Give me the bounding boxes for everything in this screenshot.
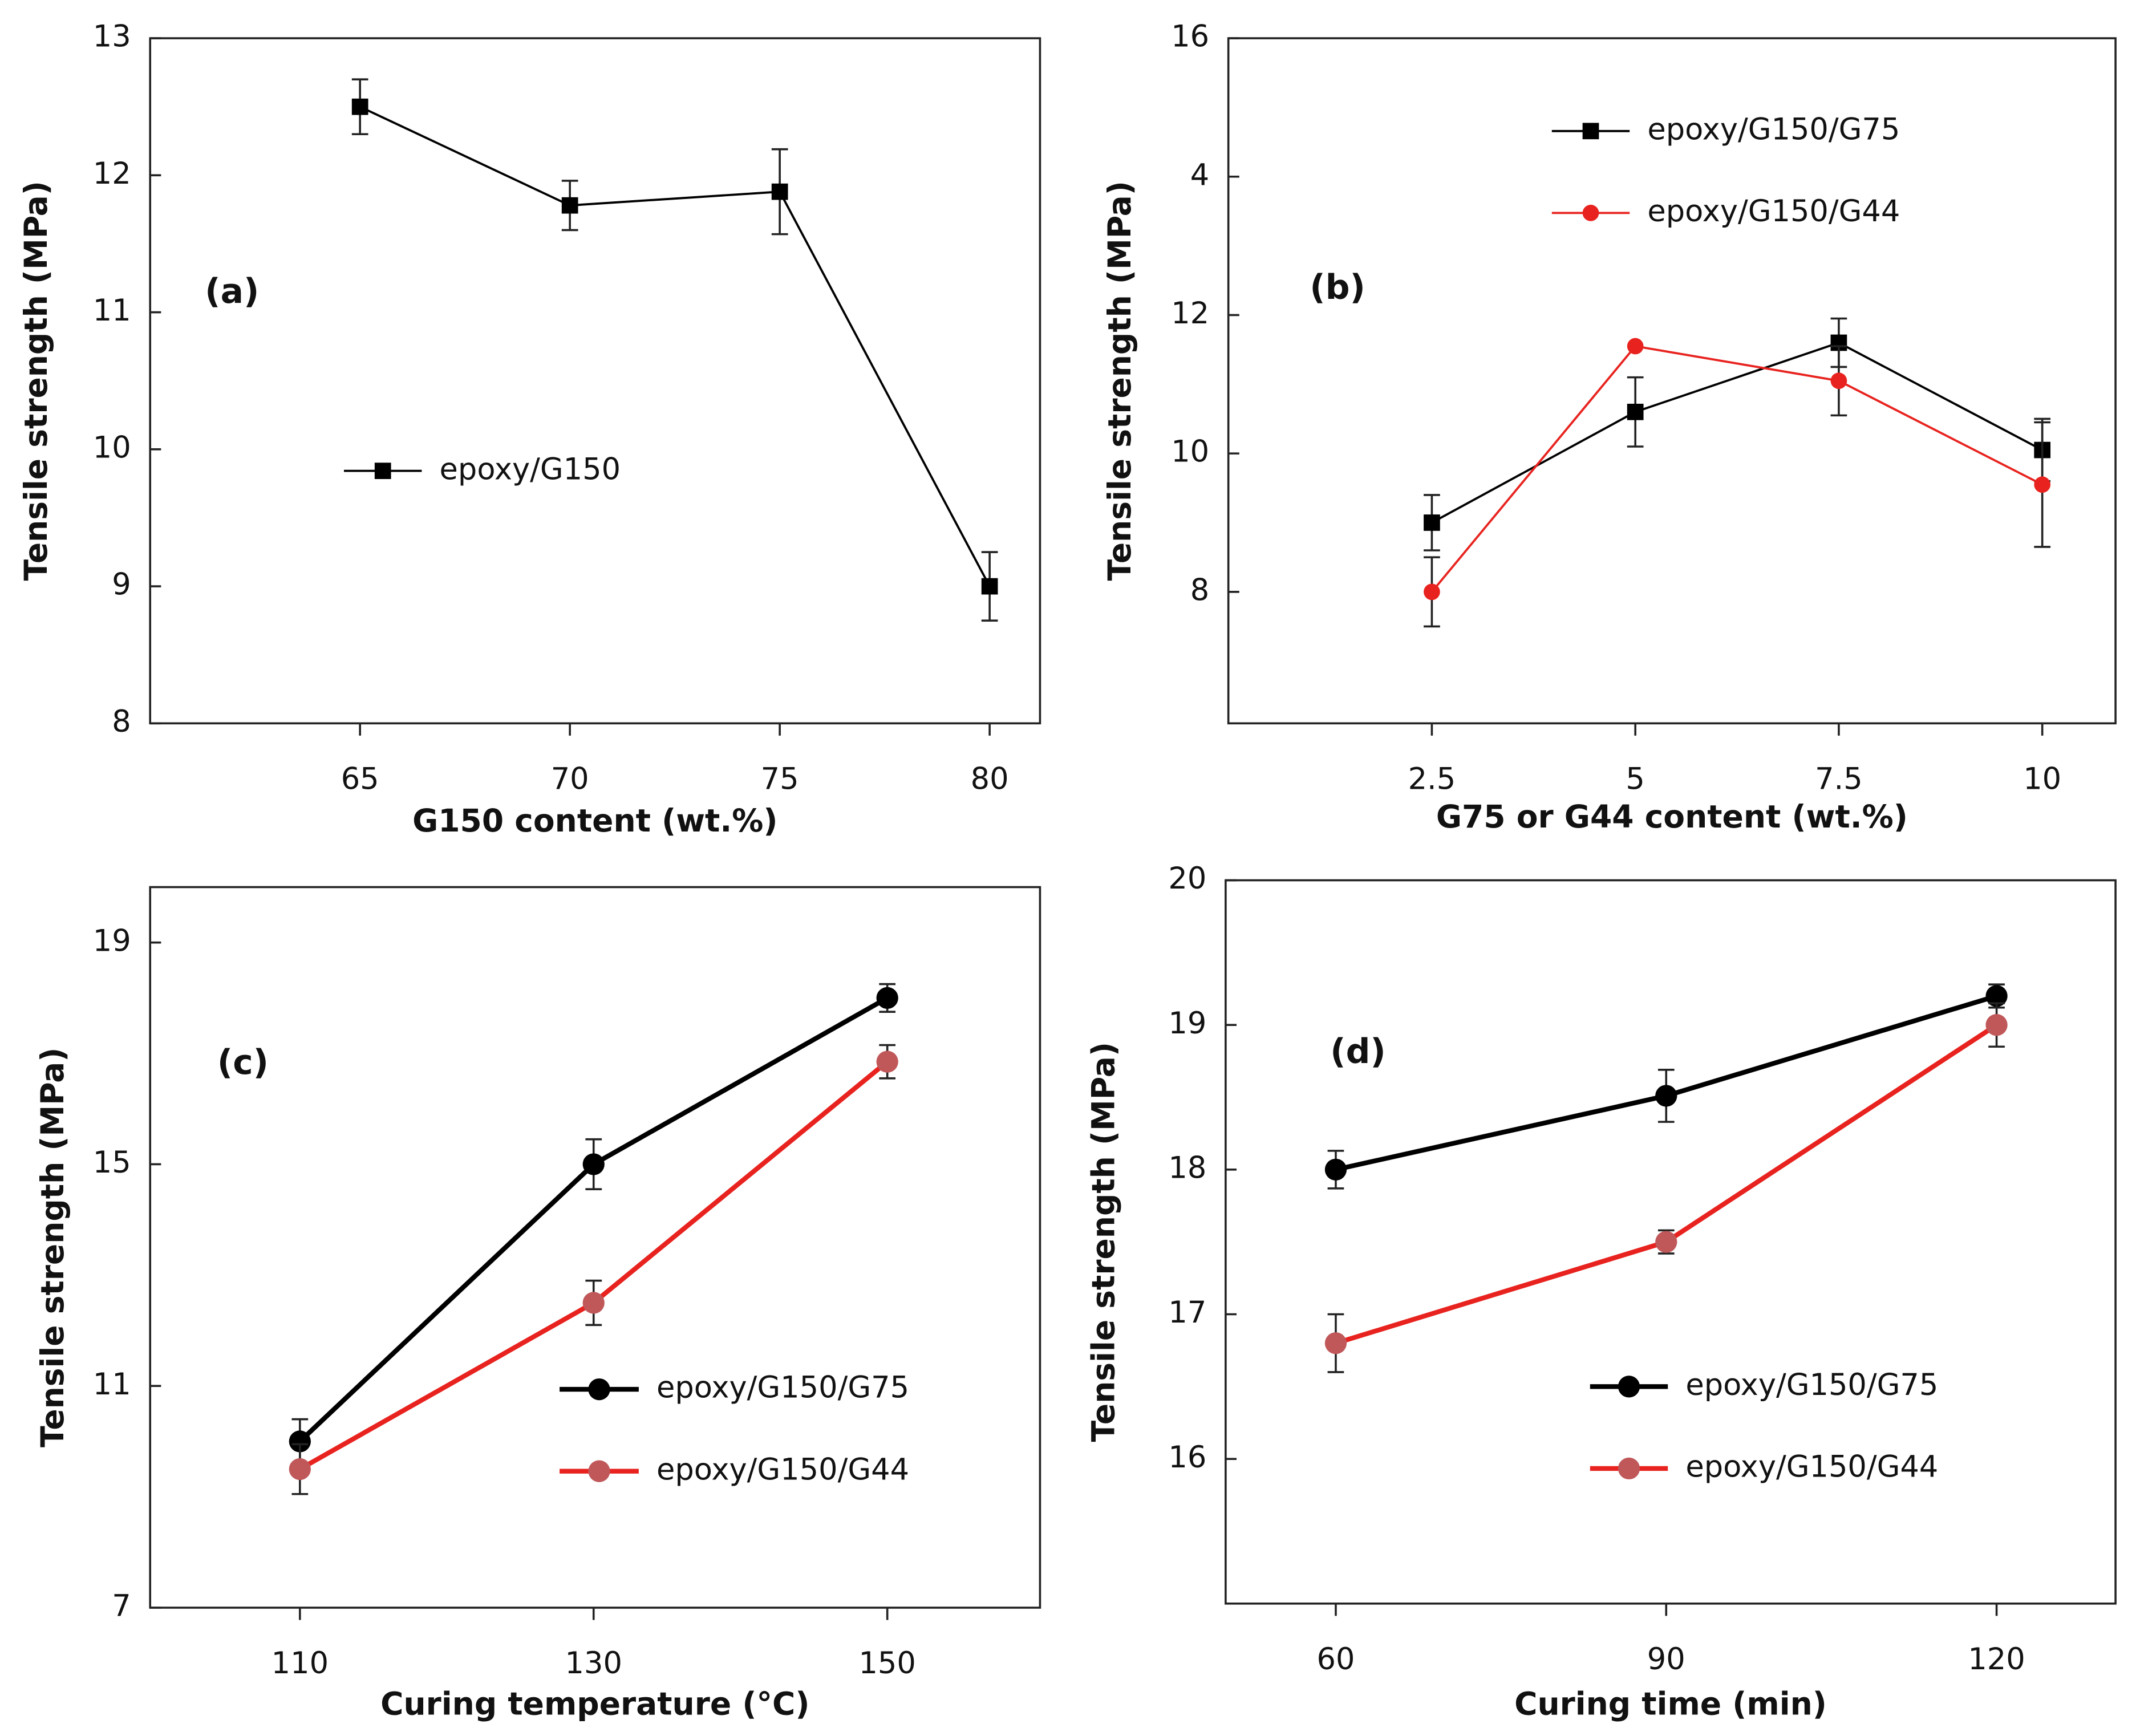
y-tick-label: 16 xyxy=(1171,19,1209,54)
x-tick-label: 7.5 xyxy=(1815,761,1863,796)
plot-frame xyxy=(1225,879,2117,1605)
marker xyxy=(289,1430,311,1453)
legend-label: epoxy/G150/G75 xyxy=(1647,112,1900,147)
y-tick-label: 11 xyxy=(93,1367,131,1402)
x-tick-label: 80 xyxy=(971,761,1009,796)
plot-frame xyxy=(149,37,1041,725)
y-tick-label: 7 xyxy=(112,1589,131,1624)
legend-label: epoxy/G150/G44 xyxy=(1685,1450,1938,1484)
marker xyxy=(981,578,998,595)
x-tick-label: 130 xyxy=(565,1646,622,1681)
y-axis-title: Tensile strength (MPa) xyxy=(18,181,54,581)
x-tick-label: 90 xyxy=(1647,1642,1685,1677)
series-line xyxy=(359,106,991,587)
x-tick-label: 120 xyxy=(1968,1642,2025,1677)
y-tick-label: 15 xyxy=(93,1145,131,1180)
series-line xyxy=(1430,344,2043,593)
marker xyxy=(561,197,578,214)
marker xyxy=(1627,403,1644,420)
x-axis-title: Curing time (min) xyxy=(1514,1685,1827,1722)
x-tick-label: 150 xyxy=(858,1646,915,1681)
legend-marker xyxy=(588,1460,610,1482)
x-axis-title: Curing temperature (°C) xyxy=(380,1685,809,1722)
panel-label: (c) xyxy=(217,1043,269,1082)
x-tick-label: 2.5 xyxy=(1408,761,1456,796)
plot-frame xyxy=(1227,37,2117,725)
legend-marker xyxy=(1582,205,1599,221)
y-tick-label: 10 xyxy=(93,430,131,465)
marker xyxy=(1424,583,1440,601)
y-tick-label: 19 xyxy=(1168,1006,1206,1041)
y-axis-title: Tensile strength (MPa) xyxy=(1085,1042,1121,1442)
y-tick-label: 4 xyxy=(1190,157,1209,192)
marker xyxy=(1627,338,1644,355)
legend-label: epoxy/G150/G75 xyxy=(1685,1368,1938,1402)
marker xyxy=(582,1292,605,1314)
legend-marker xyxy=(1618,1457,1640,1480)
y-axis-title: Tensile strength (MPa) xyxy=(34,1048,71,1447)
marker xyxy=(289,1458,311,1481)
marker xyxy=(2034,476,2051,493)
marker xyxy=(1830,372,1847,390)
marker xyxy=(1985,985,2008,1007)
plot-frame xyxy=(149,886,1041,1609)
legend-marker xyxy=(374,463,391,480)
marker xyxy=(876,1050,898,1073)
marker xyxy=(1324,1158,1347,1181)
y-tick-label: 10 xyxy=(1171,435,1209,469)
panel-label: (b) xyxy=(1310,267,1365,307)
legend-marker xyxy=(1618,1376,1640,1398)
y-tick-label: 9 xyxy=(112,567,131,602)
x-tick-label: 10 xyxy=(2023,761,2061,796)
legend-label: epoxy/G150/G75 xyxy=(656,1370,909,1405)
x-axis-title: G75 or G44 content (wt.%) xyxy=(1436,798,1908,835)
marker xyxy=(1424,514,1440,531)
marker xyxy=(582,1153,605,1175)
panel-label: (d) xyxy=(1330,1032,1386,1072)
y-tick-label: 12 xyxy=(93,156,131,191)
marker xyxy=(1655,1231,1677,1253)
x-tick-label: 75 xyxy=(761,761,799,796)
y-tick-label: 8 xyxy=(112,704,131,739)
panel-label: (a) xyxy=(205,271,259,311)
y-tick-label: 19 xyxy=(93,923,131,958)
marker xyxy=(1655,1085,1677,1107)
y-tick-label: 12 xyxy=(1171,296,1209,331)
legend-marker xyxy=(1582,123,1599,140)
x-tick-label: 70 xyxy=(551,761,589,796)
series-line xyxy=(1431,341,2043,524)
marker xyxy=(351,98,368,115)
marker xyxy=(1324,1332,1347,1354)
legend-label: epoxy/G150 xyxy=(440,452,621,486)
y-tick-label: 18 xyxy=(1168,1150,1206,1185)
marker xyxy=(771,183,788,200)
y-tick-label: 11 xyxy=(93,293,131,328)
legend-label: epoxy/G150/G44 xyxy=(1647,194,1900,229)
y-tick-label: 20 xyxy=(1168,861,1206,896)
y-tick-label: 8 xyxy=(1190,573,1209,607)
x-axis-title: G150 content (wt.%) xyxy=(412,802,777,839)
legend-marker xyxy=(588,1378,610,1401)
marker xyxy=(1985,1014,2008,1036)
marker xyxy=(876,987,898,1009)
x-tick-label: 110 xyxy=(271,1646,329,1681)
x-tick-label: 65 xyxy=(341,761,379,796)
y-tick-label: 16 xyxy=(1168,1440,1206,1475)
x-tick-label: 60 xyxy=(1317,1642,1355,1677)
y-tick-label: 17 xyxy=(1168,1295,1206,1330)
y-tick-label: 13 xyxy=(93,19,131,54)
series-line xyxy=(298,1060,889,1471)
x-tick-label: 5 xyxy=(1626,761,1644,796)
legend-label: epoxy/G150/G44 xyxy=(656,1452,909,1487)
y-axis-title: Tensile strength (MPa) xyxy=(1101,181,1138,581)
